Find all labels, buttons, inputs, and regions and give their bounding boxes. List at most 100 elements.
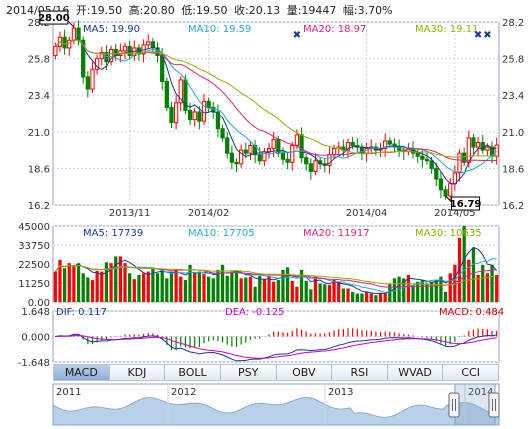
high-label-box <box>39 10 69 25</box>
ma5-line <box>54 38 497 185</box>
candle-body <box>471 137 476 148</box>
price-ytick-left: 23.4 <box>28 91 50 102</box>
volume-bar <box>211 278 215 302</box>
volume-bar <box>174 269 178 302</box>
tab-psy[interactable]: PSY <box>220 364 277 381</box>
volume-bar <box>406 274 411 302</box>
volume-ma5-line <box>54 246 498 295</box>
tab-obv[interactable]: OBV <box>276 364 333 381</box>
candle-body <box>313 160 318 172</box>
macd-label: MACD: 0.484 <box>439 307 504 318</box>
volume-bar <box>476 274 480 302</box>
volume-bar <box>416 281 420 302</box>
volume-ma-label: MA10: 17705 <box>188 228 255 239</box>
volume-bar <box>276 280 280 302</box>
volume-bar <box>443 291 448 302</box>
candle-body <box>290 145 295 163</box>
low-label: 16.79 <box>450 199 482 210</box>
quote-high: 高:20.80 <box>128 4 175 17</box>
volume-bar <box>355 293 359 302</box>
volume-bar <box>295 286 299 302</box>
candle-body <box>183 79 188 111</box>
price-ytick-right: 25.8 <box>502 55 524 66</box>
candle-body <box>108 48 114 63</box>
tab-wvad[interactable]: WVAD <box>387 364 444 381</box>
volume-bar <box>132 279 136 302</box>
candle-body <box>239 149 244 165</box>
low-pointer <box>445 195 452 203</box>
volume-bar <box>239 278 243 302</box>
volume-bar <box>313 276 318 302</box>
tab-rsi[interactable]: RSI <box>332 364 388 381</box>
candle-body <box>169 106 174 124</box>
tab-macd[interactable]: MACD <box>53 364 110 381</box>
volume-bar <box>160 269 164 302</box>
volume-bar <box>332 280 336 302</box>
volume-bar <box>207 276 211 302</box>
volume-bar <box>481 264 485 302</box>
volume-bar <box>72 266 76 302</box>
candle-body <box>387 140 392 145</box>
candle-body <box>53 45 58 57</box>
candle-body <box>475 141 481 148</box>
volume-bar <box>220 264 225 302</box>
candle-body <box>215 111 221 130</box>
macd-ytick: 1.648 <box>21 307 50 318</box>
price-ma-label: MA5: 19.90 <box>83 24 140 35</box>
volume-bar <box>388 283 392 302</box>
candle-body <box>466 137 471 163</box>
dea-line <box>55 334 497 359</box>
price-ytick-left: 28.2 <box>28 18 50 29</box>
price-ytick-right: 18.6 <box>502 164 524 175</box>
candle-body <box>122 45 128 52</box>
candle-body <box>429 160 434 169</box>
tab-cci[interactable]: CCI <box>443 364 499 381</box>
navigator-right-handle[interactable] <box>488 392 500 418</box>
volume-bar <box>420 280 424 302</box>
volume-bar <box>323 284 327 302</box>
candle-body <box>438 178 444 191</box>
volume-bar <box>225 275 229 302</box>
volume-bar <box>485 273 490 302</box>
price-ytick-left: 16.2 <box>28 201 50 212</box>
candle-body <box>262 151 267 162</box>
quote-header: 2014/05/16 开:19.50 高:20.80 低:19.50 收:20.… <box>6 2 396 18</box>
volume-bar <box>272 281 276 302</box>
volume-bar <box>392 278 397 302</box>
candle-body <box>192 111 197 121</box>
tab-kdj[interactable]: KDJ <box>109 364 166 381</box>
volume-bar <box>374 295 378 302</box>
volume-bar <box>179 276 183 302</box>
candle-body <box>164 80 169 108</box>
volume-bar <box>151 267 155 302</box>
candle-body <box>443 189 448 197</box>
navigator-left-handle[interactable] <box>448 392 460 418</box>
candle-body <box>308 163 313 172</box>
tab-boll[interactable]: BOLL <box>165 364 221 381</box>
candle-body <box>480 141 485 151</box>
volume-bar <box>169 271 174 302</box>
volume-bar <box>262 279 267 302</box>
price-ytick-right: 23.4 <box>502 91 524 102</box>
price-ytick-left: 25.8 <box>28 55 50 66</box>
volume-ma-label: MA30: 10635 <box>415 228 482 239</box>
candle-body <box>457 152 462 174</box>
volume-ytick: 11250 <box>18 279 50 290</box>
price-ytick-right: 16.2 <box>502 201 524 212</box>
volume-bar <box>378 292 383 302</box>
candle-body <box>494 144 499 157</box>
volume-bar <box>100 271 104 302</box>
macd-panel-frame <box>52 310 500 363</box>
volume-bar <box>155 273 160 302</box>
volume-bar <box>76 263 81 302</box>
ma10-line <box>54 39 498 174</box>
candle-body <box>99 52 104 60</box>
volume-ma-label: MA20: 11917 <box>303 228 370 239</box>
high-label: 28.00 <box>38 13 70 24</box>
candle-body <box>448 183 453 197</box>
volume-bar <box>216 269 220 302</box>
volume-ytick: 0.00 <box>28 298 50 309</box>
quote-change: 幅:3.70% <box>342 4 393 17</box>
volume-bar <box>299 269 304 302</box>
